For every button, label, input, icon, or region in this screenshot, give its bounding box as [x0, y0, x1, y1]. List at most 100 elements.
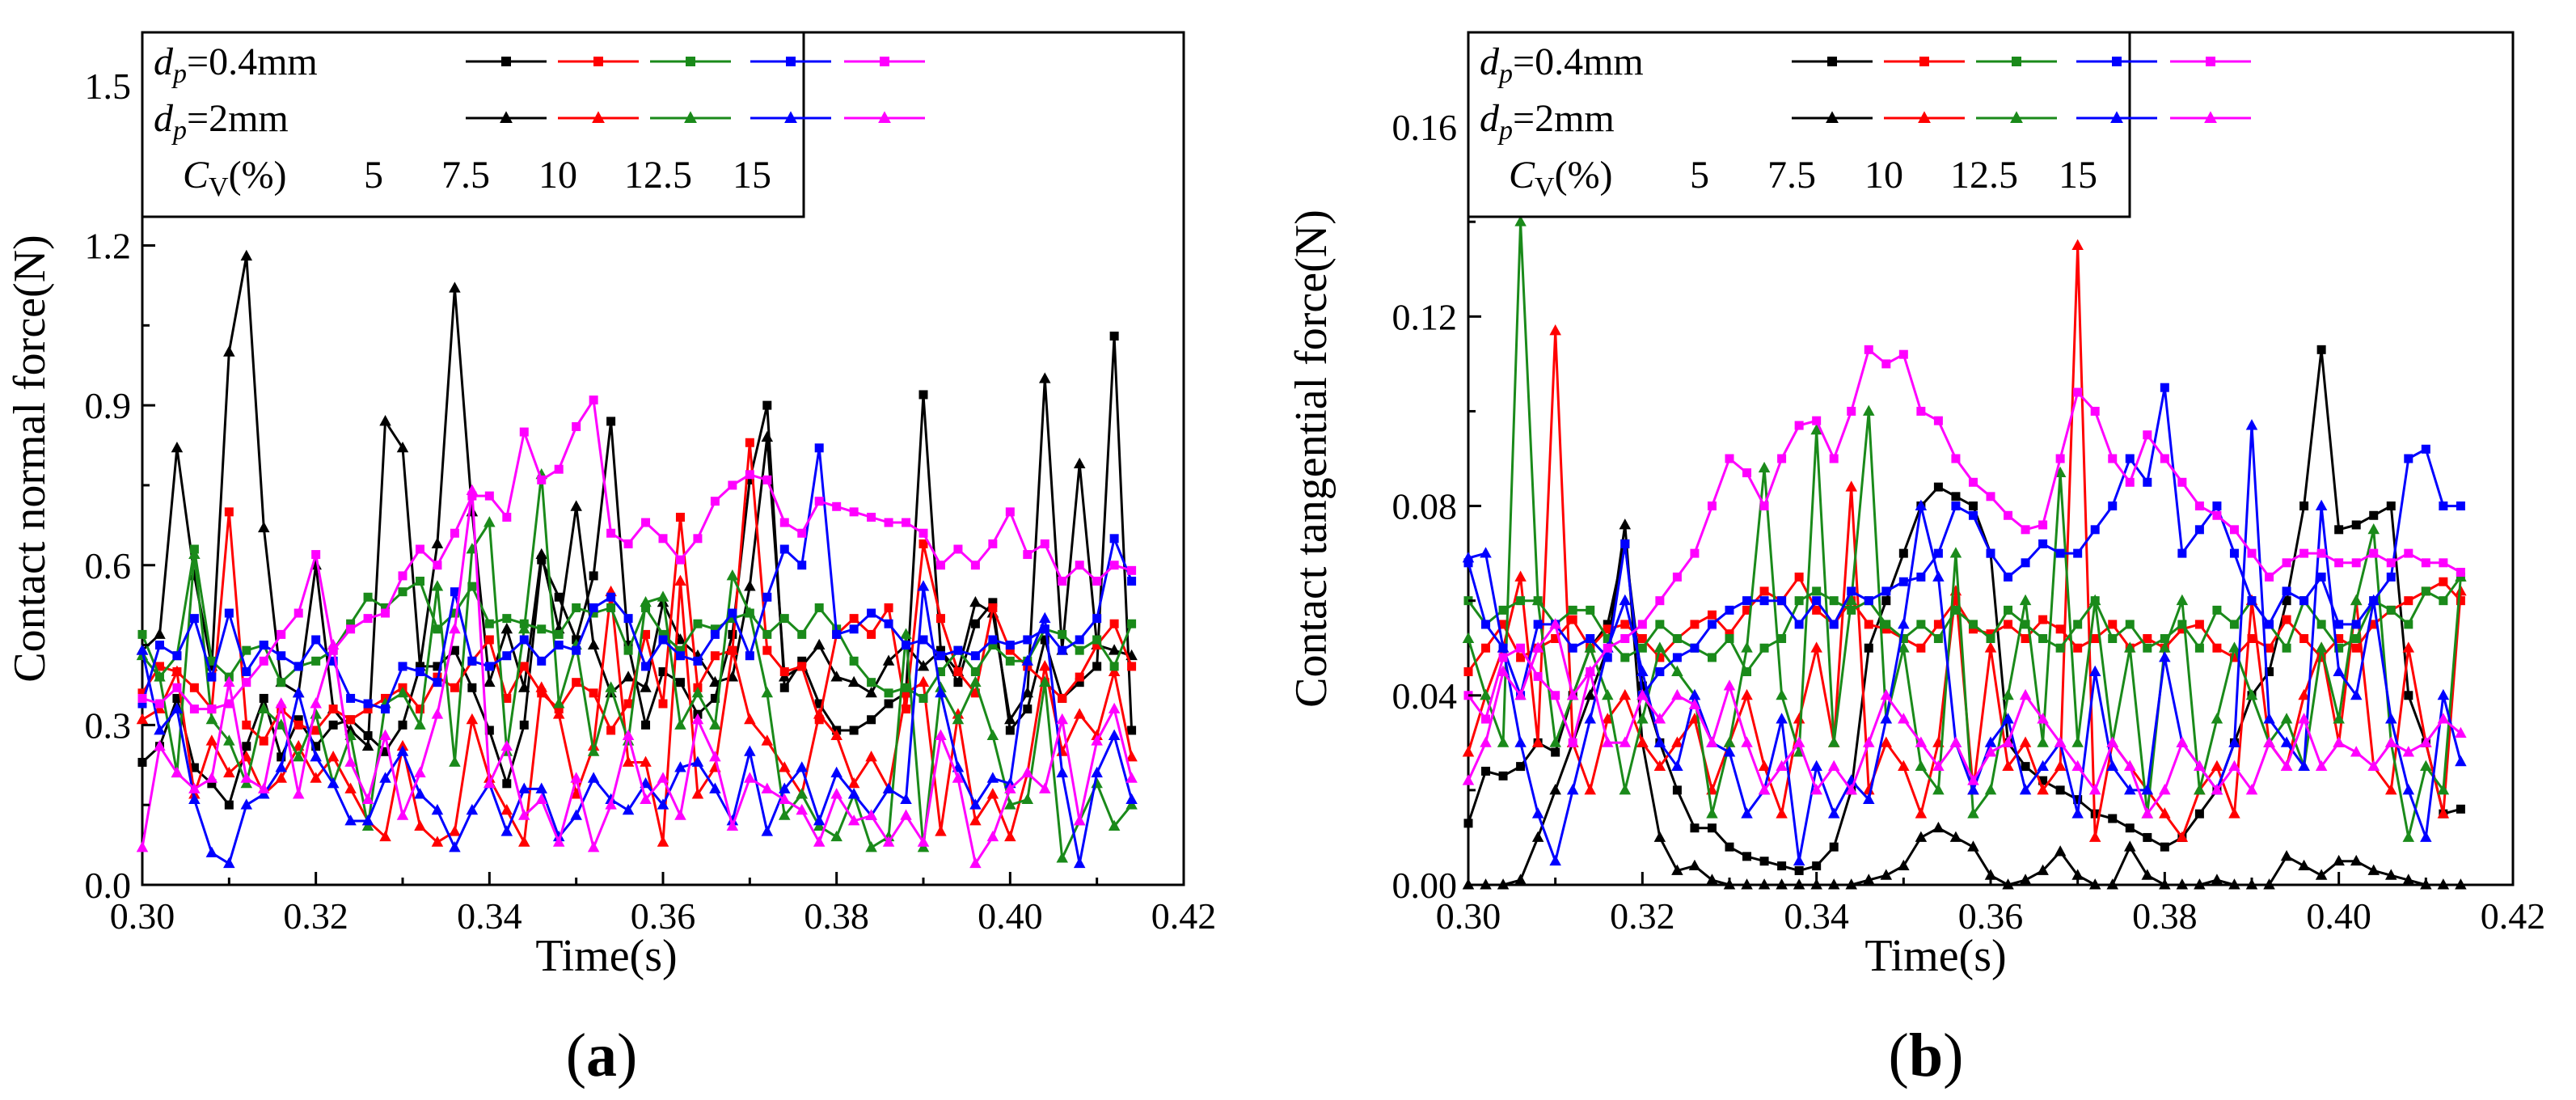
- data-point: [1005, 507, 1015, 517]
- data-point: [988, 641, 998, 650]
- data-point: [327, 751, 340, 762]
- data-point: [431, 580, 444, 591]
- x-tick-label: 0.42: [1151, 895, 1217, 937]
- data-point: [484, 726, 494, 735]
- data-point: [450, 683, 459, 692]
- data-point: [277, 629, 286, 639]
- data-point: [518, 809, 530, 820]
- data-point: [2176, 878, 2189, 890]
- data-point: [450, 528, 459, 538]
- data-point: [1073, 457, 1086, 469]
- data-point: [1549, 618, 1561, 629]
- series-line: [136, 580, 1138, 869]
- data-point: [1671, 665, 1683, 676]
- data-point: [1619, 518, 1632, 530]
- data-point: [2282, 558, 2291, 568]
- data-point: [814, 699, 824, 709]
- data-point: [884, 518, 893, 527]
- data-point: [1109, 662, 1119, 671]
- data-point: [1672, 634, 1682, 644]
- data-point: [2106, 736, 2118, 747]
- data-point: [1951, 501, 1961, 511]
- data-point: [1742, 605, 1752, 615]
- data-point: [572, 421, 581, 431]
- data-point: [2315, 759, 2328, 772]
- data-point: [1794, 596, 1804, 606]
- data-point: [1706, 736, 1718, 747]
- data-point: [744, 607, 756, 618]
- legend-cv-value: 7.5: [441, 154, 490, 197]
- data-point: [900, 809, 912, 820]
- data-point: [2159, 641, 2171, 653]
- data-point: [1810, 784, 1822, 795]
- data-point: [2212, 501, 2222, 511]
- data-point: [779, 614, 789, 624]
- data-point: [2004, 620, 2013, 629]
- data-point: [2073, 620, 2083, 629]
- data-point: [865, 751, 877, 762]
- data-point: [431, 836, 444, 847]
- data-point: [2054, 736, 2067, 747]
- data-point: [1812, 861, 1822, 871]
- data-point: [1915, 807, 1928, 819]
- data-point: [398, 720, 408, 730]
- data-point: [1986, 548, 1995, 558]
- data-point: [171, 766, 184, 778]
- data-point: [726, 569, 739, 581]
- data-point: [1514, 215, 1527, 226]
- data-point: [2282, 596, 2291, 606]
- data-point: [2038, 615, 2048, 624]
- data-point: [414, 766, 426, 778]
- data-point: [223, 734, 235, 746]
- data-point: [361, 814, 374, 826]
- data-point: [988, 635, 998, 645]
- data-point: [1881, 624, 1891, 634]
- data-point: [970, 651, 980, 661]
- data-point: [2228, 878, 2240, 890]
- data-point: [1514, 736, 1527, 747]
- data-point: [2071, 736, 2084, 747]
- data-point: [1058, 693, 1067, 703]
- data-point: [986, 830, 999, 842]
- data-point: [1653, 831, 1666, 842]
- data-point: [2038, 634, 2048, 644]
- data-point: [1723, 679, 1736, 691]
- data-point: [570, 788, 582, 799]
- data-point: [1742, 596, 1752, 606]
- data-point: [2350, 594, 2363, 606]
- data-point: [2350, 746, 2363, 757]
- data-point: [2019, 594, 2032, 606]
- data-point: [847, 814, 860, 826]
- data-point: [2367, 522, 2380, 535]
- data-point: [2071, 807, 2084, 819]
- data-point: [1968, 620, 1978, 629]
- data-point: [2402, 746, 2415, 757]
- data-point: [640, 681, 652, 692]
- data-point: [761, 430, 774, 442]
- data-point: [433, 662, 442, 671]
- data-point: [449, 755, 461, 767]
- data-point: [1984, 746, 1997, 757]
- data-point: [744, 745, 756, 756]
- data-point: [1725, 842, 1734, 852]
- data-point: [2369, 510, 2379, 520]
- data-point: [572, 678, 581, 688]
- data-point: [710, 651, 720, 661]
- data-point: [240, 772, 253, 783]
- data-point: [1108, 644, 1121, 655]
- x-axis-label-b: Time(s): [1864, 931, 2006, 981]
- data-point: [361, 739, 374, 751]
- data-point: [1127, 565, 1137, 575]
- x-tick-label: 0.36: [1958, 895, 2024, 937]
- data-point: [554, 592, 564, 602]
- data-point: [259, 656, 268, 666]
- data-point: [1023, 550, 1033, 560]
- data-point: [2439, 596, 2448, 606]
- legend-swatch-marker: [1919, 57, 1929, 66]
- data-point: [1127, 662, 1137, 671]
- data-point: [2143, 832, 2152, 842]
- data-point: [832, 501, 842, 511]
- data-point: [674, 718, 686, 730]
- data-point: [1881, 359, 1891, 369]
- data-point: [171, 665, 184, 676]
